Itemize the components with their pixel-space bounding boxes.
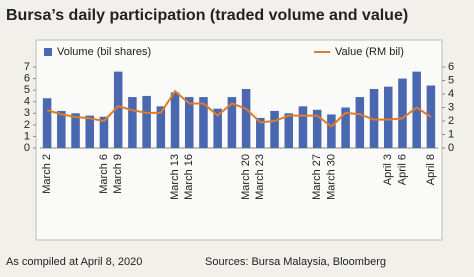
bar [270,110,279,148]
bar [85,115,95,148]
bar [213,108,222,148]
y-tick-label: 0 [24,142,30,154]
bar [327,114,336,148]
legend-label: Value (RM bil) [335,46,404,58]
bar [156,106,166,148]
y-tick-label: 1 [24,130,30,142]
y2-tick-label: 5 [448,74,454,86]
x-tick-label: March 23 [254,154,266,200]
bar [142,95,151,148]
y-tick-label: 5 [24,84,30,96]
bar [227,97,237,148]
y2-tick-label: 1 [448,128,454,140]
y-tick-label: 3 [24,107,30,119]
bar [113,71,123,148]
x-tick-label: March 27 [311,154,323,200]
y-tick-label: 2 [24,119,30,131]
y2-tick-label: 4 [448,88,454,100]
bar [57,110,66,148]
x-tick-label: March 13 [169,154,181,200]
bar [99,116,109,148]
note: As compiled at April 8, 2020 [6,256,142,268]
bar [341,107,350,148]
bar [184,97,194,148]
x-tick-label: March 2 [41,154,53,194]
bar [383,86,393,148]
x-tick-label: March 30 [325,154,337,200]
bar [128,97,137,148]
bar [170,92,180,148]
bar [42,98,52,148]
legend-label: Volume (bil shares) [57,46,151,58]
x-tick-label: March 20 [240,154,252,200]
y2-tick-label: 6 [448,61,454,73]
x-tick-label: March 16 [183,154,195,200]
bar [369,88,379,148]
chart-title: Bursa’s daily participation (traded volu… [6,7,408,24]
line [46,89,432,128]
y-tick-label: 4 [24,96,30,108]
bar [284,113,294,148]
x-tick-label: March 6 [98,154,110,194]
legend-swatch [44,48,52,56]
bar [298,106,308,148]
y2-tick-label: 2 [448,115,454,127]
y2-tick-label: 0 [448,142,454,154]
x-tick-label: April 3 [382,154,394,185]
y2-tick-label: 3 [448,101,454,113]
bar [241,88,251,148]
bar [312,109,322,148]
source: Sources: Bursa Malaysia, Bloomberg [205,256,386,268]
plot-frame [35,39,443,241]
bar [398,78,407,148]
x-tick-label: April 6 [396,154,408,185]
bar [412,71,421,148]
x-tick-label: April 8 [425,154,437,185]
y-tick-label: 7 [24,61,30,73]
bar [355,97,365,148]
x-tick-label: March 9 [112,154,124,194]
y-tick-label: 6 [24,72,30,84]
bar [256,117,265,148]
bar [199,97,208,148]
bar [71,113,80,148]
